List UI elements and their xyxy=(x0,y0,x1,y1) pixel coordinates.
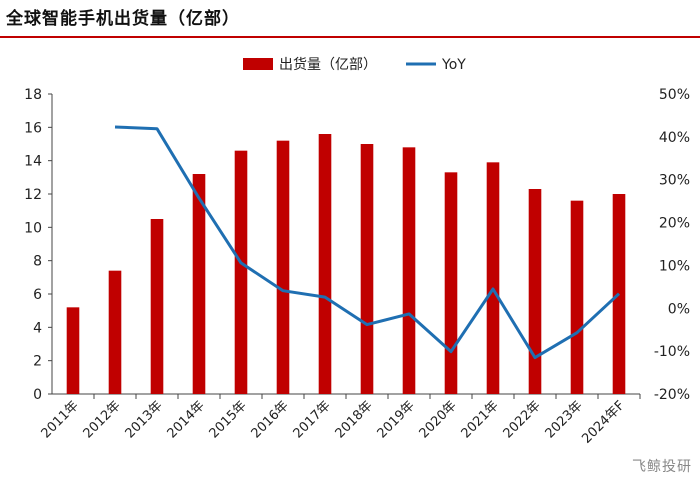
bar-2021年 xyxy=(486,162,500,394)
x-tick-label: 2022年 xyxy=(501,398,544,441)
title-divider xyxy=(0,36,700,38)
x-tick-label: 2016年 xyxy=(249,398,292,441)
watermark: 飞鲸投研 xyxy=(632,459,692,475)
left-tick-label: 12 xyxy=(24,187,42,203)
x-tick-label: 2020年 xyxy=(417,398,460,441)
left-tick-label: 4 xyxy=(33,320,42,336)
left-tick-label: 10 xyxy=(24,220,42,236)
bar-2013年 xyxy=(150,219,164,394)
right-tick-label: 10% xyxy=(659,258,690,274)
right-tick-label: -10% xyxy=(654,344,690,360)
bar-2020年 xyxy=(444,172,458,394)
legend-line-label: YoY xyxy=(441,57,466,73)
bar-2022年 xyxy=(528,189,542,394)
bar-2023年 xyxy=(570,200,584,394)
left-tick-label: 14 xyxy=(24,154,42,170)
bar-2017年 xyxy=(318,134,332,394)
left-tick-label: 8 xyxy=(33,254,42,270)
left-tick-label: 16 xyxy=(24,120,42,136)
bar-2012年 xyxy=(108,270,122,394)
x-tick-label: 2015年 xyxy=(207,398,250,441)
left-tick-label: 2 xyxy=(33,354,42,370)
chart-area: 0 2 4 6 8 10 12 14 16 18 -20% -10% 0% 10% 20% 30% 40% 50%… xyxy=(0,40,700,480)
x-tick-label: 2012年 xyxy=(81,398,124,441)
bar-2011年 xyxy=(66,307,80,394)
chart-title: 全球智能手机出货量（亿部） xyxy=(6,9,240,29)
x-tick-label: 2018年 xyxy=(333,398,376,441)
x-tick-label: 2021年 xyxy=(459,398,502,441)
right-tick-label: 30% xyxy=(659,173,690,189)
left-tick-label: 6 xyxy=(33,287,42,303)
legend-bar-label: 出货量（亿部） xyxy=(279,56,377,73)
x-tick-label: 2019年 xyxy=(375,398,418,441)
x-tick-label: 2013年 xyxy=(123,398,166,441)
x-tick-label: 2017年 xyxy=(291,398,334,441)
bar-2015年 xyxy=(234,150,248,394)
bar-2019年 xyxy=(402,147,416,394)
left-tick-label: 0 xyxy=(33,387,42,403)
right-tick-label: 20% xyxy=(659,216,690,232)
legend-bar-swatch xyxy=(243,58,273,70)
left-tick-label: 18 xyxy=(24,87,42,103)
combo-chart: 0 2 4 6 8 10 12 14 16 18 -20% -10% 0% 10% 20% 30% 40% 50%… xyxy=(24,56,690,447)
yoy-line xyxy=(114,125,621,360)
x-tick-label: 2024年F xyxy=(579,398,627,446)
right-tick-label: 50% xyxy=(659,87,690,103)
right-tick-label: 40% xyxy=(659,130,690,146)
bar-2018年 xyxy=(360,144,374,394)
right-tick-label: 0% xyxy=(668,301,690,317)
x-tick-label: 2011年 xyxy=(39,398,82,441)
right-tick-label: -20% xyxy=(654,387,690,403)
bar-2016年 xyxy=(276,140,290,394)
bar-2014年 xyxy=(192,174,206,394)
x-tick-label: 2014年 xyxy=(165,398,208,441)
